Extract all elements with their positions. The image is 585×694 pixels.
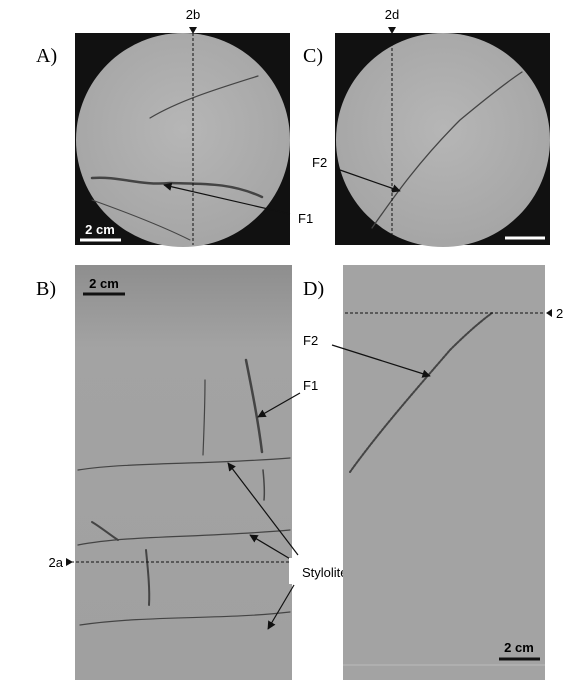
section-marker bbox=[546, 309, 552, 317]
panel-a: A) 2b 2 cm F1 bbox=[36, 7, 313, 247]
panel-c: C) 2d F2 bbox=[303, 7, 550, 247]
core-slice bbox=[336, 33, 550, 247]
scale-label: 2 cm bbox=[89, 276, 119, 291]
arrow bbox=[227, 462, 299, 556]
panel-b: B) 2a 2 cm F1 Stylolites bbox=[36, 265, 367, 680]
arrow bbox=[257, 392, 301, 418]
core-section bbox=[75, 265, 292, 680]
section-marker bbox=[388, 27, 396, 34]
fracture bbox=[371, 71, 523, 229]
core-section bbox=[343, 265, 545, 680]
stylolite bbox=[77, 457, 291, 471]
fracture bbox=[91, 521, 119, 541]
arrow bbox=[163, 182, 291, 215]
scale-label: 2 cm bbox=[85, 222, 115, 237]
section-label: 2b bbox=[186, 7, 200, 22]
callout: F2 bbox=[303, 333, 318, 348]
arrow bbox=[331, 344, 431, 378]
section-marker bbox=[66, 558, 73, 566]
panel-d: D) 2 F2 2 cm bbox=[303, 265, 563, 680]
section-label: 2 bbox=[556, 306, 563, 321]
callout: F1 bbox=[303, 378, 318, 393]
callout: F2 bbox=[312, 155, 327, 170]
arrow bbox=[267, 584, 295, 630]
arrow bbox=[249, 534, 293, 561]
fracture bbox=[91, 199, 191, 241]
stylolite bbox=[79, 611, 291, 626]
arrow bbox=[339, 169, 401, 193]
section-label: 2a bbox=[49, 555, 64, 570]
section-marker bbox=[189, 27, 197, 34]
stylolite bbox=[77, 529, 291, 546]
section-label: 2d bbox=[385, 7, 399, 22]
panel-label: A) bbox=[36, 45, 57, 67]
fracture bbox=[349, 312, 493, 473]
fracture bbox=[202, 379, 206, 456]
fracture bbox=[244, 358, 264, 454]
fracture bbox=[262, 469, 266, 501]
fracture bbox=[145, 549, 151, 606]
scale-label: 2 cm bbox=[504, 640, 534, 655]
callout: F1 bbox=[298, 211, 313, 226]
fracture bbox=[149, 75, 259, 119]
panel-label: C) bbox=[303, 45, 323, 67]
callout: Stylolites bbox=[302, 565, 355, 580]
core-slice bbox=[76, 33, 290, 247]
panel-label: D) bbox=[303, 278, 324, 300]
panel-label: B) bbox=[36, 278, 56, 300]
